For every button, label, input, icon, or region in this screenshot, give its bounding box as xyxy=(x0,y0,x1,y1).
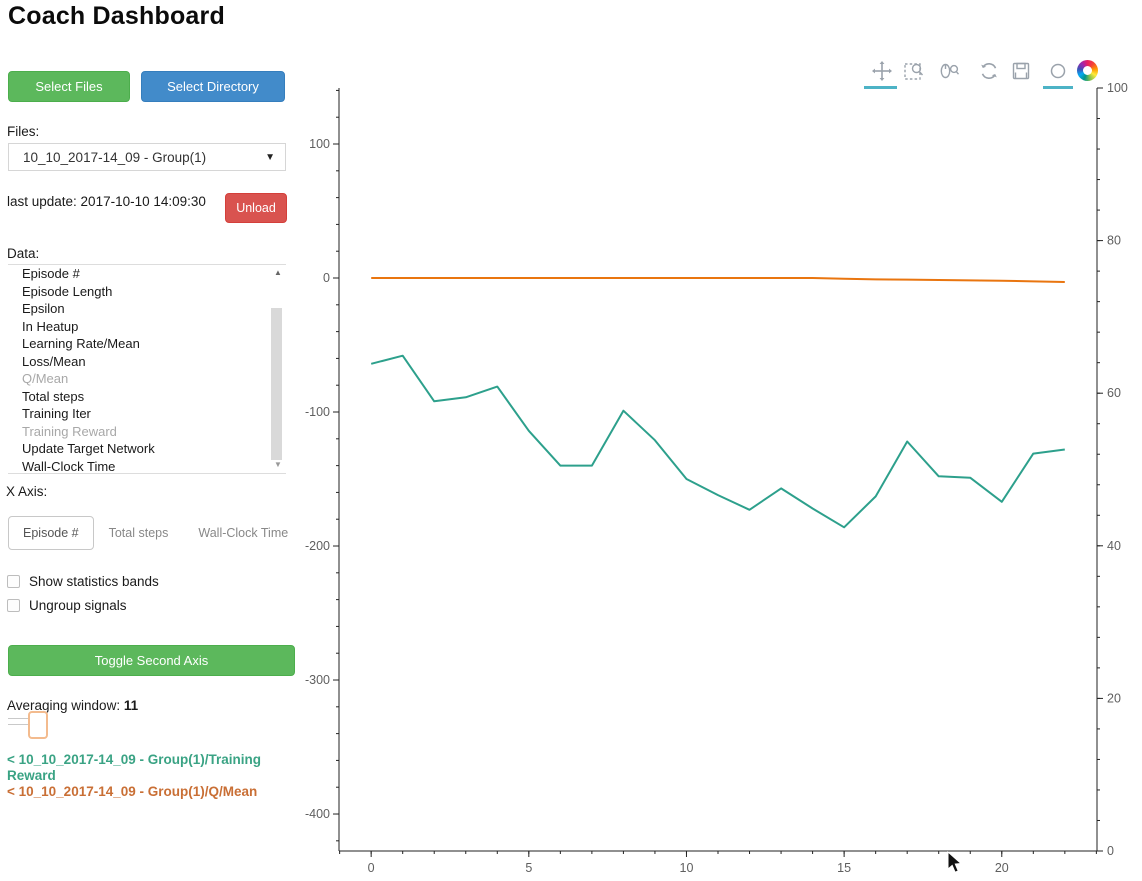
axis-tick-label: -300 xyxy=(305,673,330,687)
axis-tick-label: 0 xyxy=(1107,844,1114,858)
axis-tick-label: 5 xyxy=(525,861,532,875)
save-tool-icon[interactable] xyxy=(1010,60,1032,82)
toggle-second-axis-button[interactable]: Toggle Second Axis xyxy=(8,645,295,676)
data-list-item[interactable]: Epsilon xyxy=(22,301,65,316)
plot-canvas[interactable]: 100 0 -100 -200 -300 -400 100 80 60 40 20 0 0 5 10 15 20 xyxy=(288,50,1142,881)
data-list-item[interactable]: Q/Mean xyxy=(22,371,69,386)
legend-entry[interactable]: < 10_10_2017-14_09 - Group(1)/Training R… xyxy=(7,752,261,783)
axis-tick-label: 100 xyxy=(309,137,330,151)
data-list-item[interactable]: Episode Length xyxy=(22,283,113,299)
x-axis-tabs: Episode # Total steps Wall-Clock Time xyxy=(8,516,303,550)
options-checkbox-group: Show statistics bands Ungroup signals xyxy=(7,574,159,622)
averaging-slider-track[interactable] xyxy=(8,718,30,725)
axis-tick-label: 100 xyxy=(1107,81,1128,95)
axis-tick-label: 10 xyxy=(680,861,694,875)
axis-tick-label: -200 xyxy=(305,539,330,553)
pan-tool-icon[interactable] xyxy=(871,60,893,82)
file-select-dropdown[interactable]: 10_10_2017-14_09 - Group(1) ▼ xyxy=(8,143,286,171)
data-list-item[interactable]: Wall-Clock Time xyxy=(22,458,116,474)
files-label: Files: xyxy=(7,124,40,139)
data-list-item[interactable]: In Heatup xyxy=(22,318,79,334)
scroll-up-arrow-icon[interactable]: ▲ xyxy=(274,268,282,277)
select-directory-button[interactable]: Select Directory xyxy=(141,71,285,102)
averaging-window-label: Averaging window: xyxy=(7,698,121,713)
averaging-window-value: 11 xyxy=(123,698,139,713)
data-signal-list[interactable]: Episode # Episode Length Epsilon In Heatup L… xyxy=(8,264,286,474)
axis-tick-label: 60 xyxy=(1107,386,1121,400)
axis-tick-label: -100 xyxy=(305,405,330,419)
data-list-item[interactable]: Update Target Network xyxy=(22,441,155,456)
axis-tick-label: 15 xyxy=(837,861,851,875)
page-title: Coach Dashboard xyxy=(8,2,225,30)
chevron-down-icon: ▼ xyxy=(265,151,275,163)
checkbox-ungroup-signals[interactable] xyxy=(7,599,20,612)
mouse-cursor xyxy=(947,850,963,873)
checkbox-row: Ungroup signals xyxy=(7,598,159,613)
xaxis-tab-total-steps[interactable]: Total steps xyxy=(108,526,169,540)
scroll-down-arrow-icon[interactable]: ▼ xyxy=(274,460,282,469)
axis-tick-label: 0 xyxy=(323,271,330,285)
data-list-item[interactable]: Total steps xyxy=(22,388,85,404)
checkbox-label: Ungroup signals xyxy=(29,598,127,613)
select-files-button[interactable]: Select Files xyxy=(8,71,130,102)
axis-tick-label: 80 xyxy=(1107,234,1121,248)
plot-legend: < 10_10_2017-14_09 - Group(1)/Training R… xyxy=(7,752,292,800)
data-list-item[interactable]: Loss/Mean xyxy=(22,353,86,369)
scrollbar-thumb[interactable] xyxy=(271,308,282,460)
axis-tick-label: -400 xyxy=(305,807,330,821)
axis-tick-label: 0 xyxy=(368,861,375,875)
reset-tool-icon[interactable] xyxy=(978,60,1000,82)
wheel-zoom-tool-icon[interactable] xyxy=(938,60,960,82)
unload-button[interactable]: Unload xyxy=(225,193,287,223)
bokeh-logo-icon[interactable] xyxy=(1077,60,1098,81)
xaxis-tab-wall-clock-time[interactable]: Wall-Clock Time xyxy=(198,526,289,540)
checkbox-show-statistics-bands[interactable] xyxy=(7,575,20,588)
axis-tick-label: 20 xyxy=(995,861,1009,875)
xaxis-tab-episode-[interactable]: Episode # xyxy=(8,516,94,550)
averaging-window-row: Averaging window: 11 xyxy=(7,698,138,713)
x-axis-label: X Axis: xyxy=(6,484,48,499)
file-select-value: 10_10_2017-14_09 - Group(1) xyxy=(23,149,207,165)
data-list-item[interactable]: Training Iter xyxy=(22,406,91,421)
data-list-item[interactable]: Learning Rate/Mean xyxy=(22,336,140,351)
pan-active-underline xyxy=(864,86,897,89)
checkbox-row: Show statistics bands xyxy=(7,574,159,589)
data-list-item[interactable]: Episode # xyxy=(22,266,80,281)
box-zoom-tool-icon[interactable] xyxy=(903,60,925,82)
checkbox-label: Show statistics bands xyxy=(29,574,159,589)
hover-tool-icon[interactable] xyxy=(1047,60,1069,82)
data-label: Data: xyxy=(7,246,40,261)
data-list-item[interactable]: Training Reward xyxy=(22,423,117,439)
series-line-10-10-2017-14-09-group-1-q-mean xyxy=(371,277,1065,283)
legend-entry[interactable]: < 10_10_2017-14_09 - Group(1)/Q/Mean xyxy=(7,784,258,799)
axis-tick-label: 20 xyxy=(1107,691,1121,705)
axis-tick-label: 40 xyxy=(1107,539,1121,553)
averaging-slider-handle[interactable] xyxy=(28,711,48,739)
last-update-text: last update: 2017-10-10 14:09:30 xyxy=(7,194,206,209)
series-line-10-10-2017-14-09-group-1-training-reward xyxy=(370,354,1065,529)
hover-active-underline xyxy=(1043,86,1073,89)
